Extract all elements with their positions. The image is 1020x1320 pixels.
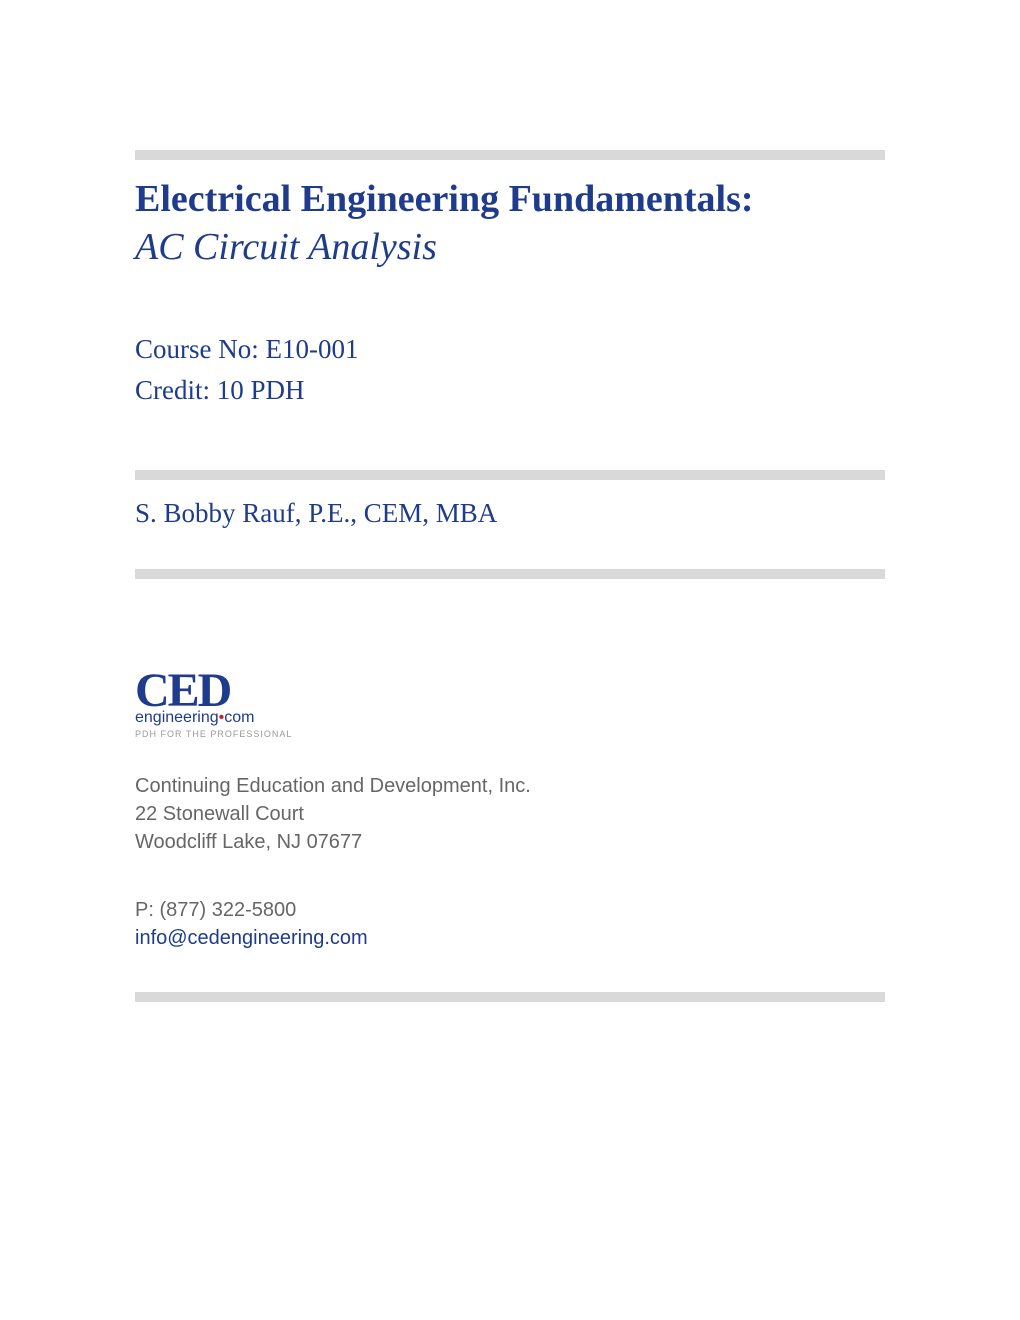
company-street: 22 Stonewall Court	[135, 800, 885, 828]
logo-tagline: PDH FOR THE PROFESSIONAL	[135, 729, 292, 739]
title-sub: AC Circuit Analysis	[135, 226, 885, 270]
divider-top	[135, 150, 885, 160]
course-credit: Credit: 10 PDH	[135, 370, 885, 411]
company-info: Continuing Education and Development, In…	[135, 772, 885, 856]
contact-phone: P: (877) 322-5800	[135, 896, 885, 924]
divider-mid-1	[135, 470, 885, 480]
logo-engineering-text: engineering•com	[135, 709, 292, 727]
logo-section: CED engineering•com PDH FOR THE PROFESSI…	[135, 669, 885, 741]
ced-logo: CED engineering•com PDH FOR THE PROFESSI…	[135, 669, 292, 738]
title-main: Electrical Engineering Fundamentals:	[135, 178, 885, 222]
logo-ced-text: CED	[135, 669, 292, 712]
document-content: Electrical Engineering Fundamentals: AC …	[0, 150, 1020, 1002]
contact-email[interactable]: info@cedengineering.com	[135, 924, 885, 952]
divider-bottom	[135, 992, 885, 1002]
company-name: Continuing Education and Development, In…	[135, 772, 885, 800]
company-city: Woodcliff Lake, NJ 07677	[135, 828, 885, 856]
course-info: Course No: E10-001 Credit: 10 PDH	[135, 329, 885, 410]
divider-mid-2	[135, 569, 885, 579]
contact-info: P: (877) 322-5800 info@cedengineering.co…	[135, 896, 885, 952]
course-number: Course No: E10-001	[135, 329, 885, 370]
author-name: S. Bobby Rauf, P.E., CEM, MBA	[135, 498, 885, 529]
